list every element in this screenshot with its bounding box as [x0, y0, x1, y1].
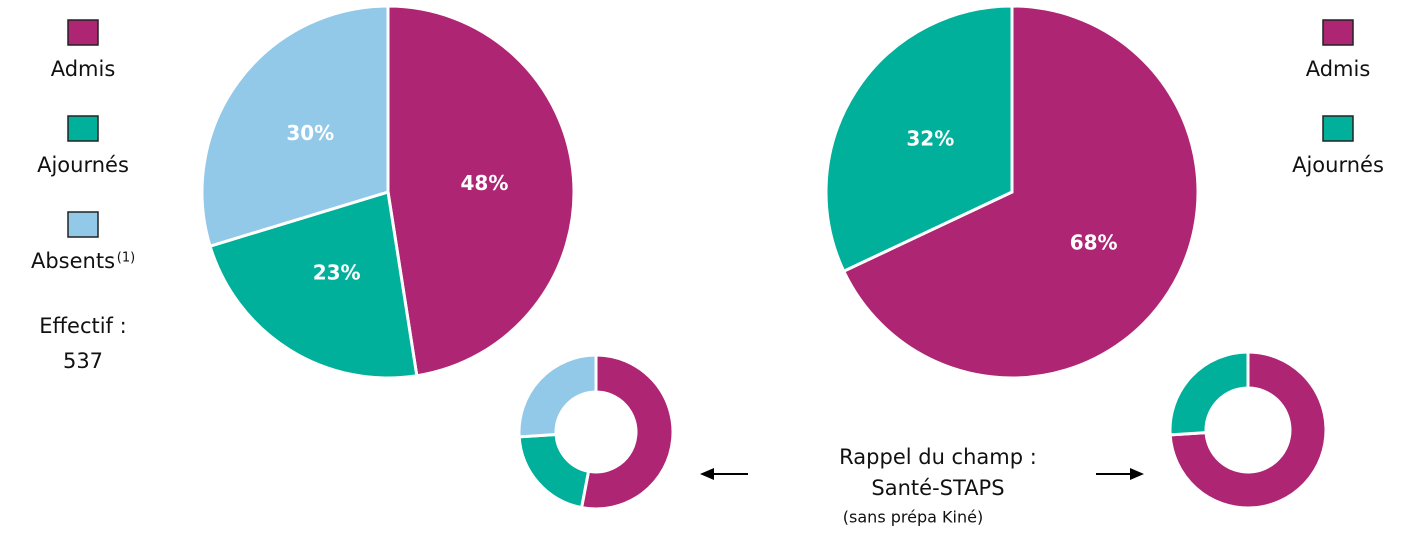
pie-slice — [208, 190, 419, 380]
legend-label: Ajournés — [1292, 153, 1384, 177]
caption: Rappel du champ : — [839, 445, 1037, 469]
legend-label: Admis — [1306, 57, 1371, 81]
count-label: Effectif : — [39, 314, 126, 338]
pie-slice — [824, 4, 1014, 274]
legend-swatch — [67, 115, 99, 142]
legend-label: Admis — [51, 57, 116, 81]
legend-swatch — [67, 19, 99, 46]
caption-note: (sans prépa Kiné) — [843, 508, 983, 527]
pie-slice — [386, 4, 576, 378]
donut-slice — [1168, 350, 1250, 437]
legend-label: Ajournés — [37, 153, 129, 177]
slice-label: 23% — [313, 260, 361, 284]
slice-label: 68% — [1070, 230, 1118, 254]
caption: Santé-STAPS — [871, 476, 1004, 500]
legend-swatch — [1322, 19, 1354, 46]
pie-slice — [841, 4, 1200, 380]
legend-swatch — [67, 211, 99, 238]
legend-swatch — [1322, 115, 1354, 142]
donut-slice — [517, 432, 591, 510]
slice-label: 30% — [286, 121, 334, 145]
slice-label: 48% — [460, 171, 508, 195]
legend-label: Absents — [31, 249, 115, 273]
donut-slice — [1168, 350, 1328, 510]
arrow — [1096, 468, 1144, 480]
pie-slice — [200, 4, 390, 249]
legend-note: (1) — [117, 251, 135, 266]
slice-label: 32% — [906, 127, 954, 151]
count: 537 — [63, 349, 103, 373]
donut-slice — [579, 353, 675, 511]
arrow — [700, 468, 748, 480]
donut-slice — [517, 353, 598, 439]
